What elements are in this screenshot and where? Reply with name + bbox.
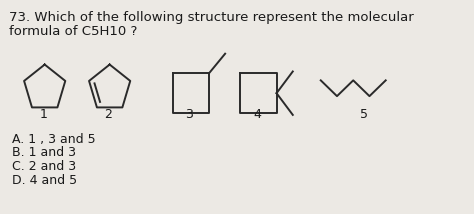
Text: 3: 3 <box>185 108 193 121</box>
Text: 73. Which of the following structure represent the molecular: 73. Which of the following structure rep… <box>9 11 413 24</box>
Text: A. 1 , 3 and 5: A. 1 , 3 and 5 <box>12 133 96 146</box>
Text: 5: 5 <box>360 108 368 121</box>
Text: 1: 1 <box>39 108 47 121</box>
Text: C. 2 and 3: C. 2 and 3 <box>12 160 76 173</box>
Text: D. 4 and 5: D. 4 and 5 <box>12 174 77 187</box>
Text: formula of C5H10 ?: formula of C5H10 ? <box>9 25 137 38</box>
Text: 4: 4 <box>253 108 261 121</box>
Text: B. 1 and 3: B. 1 and 3 <box>12 146 76 159</box>
Text: 2: 2 <box>104 108 112 121</box>
